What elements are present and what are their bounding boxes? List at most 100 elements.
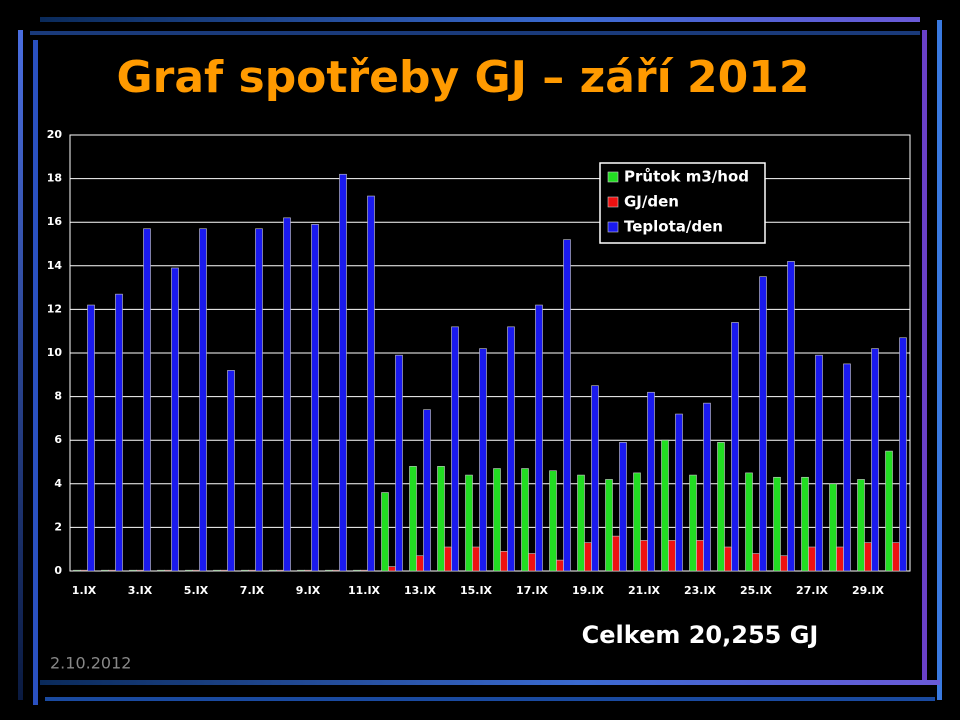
bar bbox=[752, 553, 760, 572]
bar bbox=[129, 569, 137, 572]
bar bbox=[808, 546, 816, 572]
bar bbox=[885, 450, 893, 572]
bar bbox=[801, 476, 809, 572]
bar bbox=[325, 569, 333, 572]
x-tick-label: 1.IX bbox=[72, 584, 97, 597]
bar bbox=[584, 542, 592, 572]
y-tick-label: 16 bbox=[47, 215, 63, 228]
x-tick-label: 9.IX bbox=[296, 584, 321, 597]
bar bbox=[612, 535, 620, 572]
y-tick-label: 0 bbox=[54, 564, 62, 577]
bar bbox=[297, 569, 305, 572]
legend-label: GJ/den bbox=[624, 193, 679, 211]
bar bbox=[332, 569, 340, 572]
bar bbox=[185, 569, 193, 572]
bar bbox=[423, 409, 431, 572]
x-tick-label: 27.IX bbox=[796, 584, 829, 597]
bar bbox=[724, 546, 732, 572]
bar bbox=[528, 553, 536, 572]
border bbox=[45, 697, 935, 701]
title-shadow: Graf spotřeby GJ – září 2012 bbox=[120, 43, 813, 94]
x-tick-label: 13.IX bbox=[404, 584, 437, 597]
bar bbox=[717, 442, 725, 572]
bar bbox=[241, 569, 249, 572]
total-note: Celkem 20,255 GJ bbox=[582, 621, 819, 649]
bar bbox=[472, 546, 480, 572]
x-tick-label: 19.IX bbox=[572, 584, 605, 597]
border bbox=[937, 20, 942, 700]
bar bbox=[619, 442, 627, 572]
bar bbox=[815, 354, 823, 572]
bar bbox=[283, 217, 291, 572]
y-tick-label: 18 bbox=[47, 172, 62, 185]
bar bbox=[339, 173, 347, 572]
bar bbox=[115, 293, 123, 572]
bar bbox=[451, 326, 459, 572]
bar bbox=[248, 569, 256, 572]
border bbox=[18, 30, 23, 700]
bar bbox=[143, 228, 151, 572]
x-tick-label: 17.IX bbox=[516, 584, 549, 597]
bar bbox=[73, 569, 81, 572]
bar bbox=[493, 468, 501, 572]
bar bbox=[108, 569, 116, 572]
legend-label: Průtok m3/hod bbox=[624, 168, 749, 186]
bar bbox=[556, 559, 564, 572]
bar bbox=[899, 337, 907, 572]
y-tick-label: 20 bbox=[47, 128, 63, 141]
bar bbox=[864, 542, 872, 572]
bar bbox=[360, 569, 368, 572]
bar bbox=[157, 569, 165, 572]
bar bbox=[192, 569, 200, 572]
bar bbox=[101, 569, 109, 572]
y-tick-label: 14 bbox=[47, 259, 63, 272]
date: 2.10.2012 bbox=[50, 654, 131, 673]
bar bbox=[661, 439, 669, 572]
bar bbox=[136, 569, 144, 572]
bar bbox=[199, 228, 207, 572]
bar bbox=[668, 540, 676, 572]
bar bbox=[759, 276, 767, 572]
bar bbox=[675, 413, 683, 572]
bar bbox=[591, 385, 599, 572]
bar bbox=[416, 555, 424, 572]
x-tick-label: 29.IX bbox=[852, 584, 885, 597]
border bbox=[40, 680, 940, 685]
bar bbox=[304, 569, 312, 572]
bar bbox=[605, 479, 613, 572]
bar bbox=[381, 492, 389, 572]
bar bbox=[353, 569, 361, 572]
x-tick-label: 5.IX bbox=[184, 584, 209, 597]
chart-title: Graf spotřeby GJ – září 2012 bbox=[117, 52, 810, 103]
border bbox=[33, 40, 38, 705]
bar bbox=[703, 402, 711, 572]
x-tick-label: 25.IX bbox=[740, 584, 773, 597]
bar bbox=[171, 267, 179, 572]
bar bbox=[276, 569, 284, 572]
bar bbox=[388, 566, 396, 572]
bar bbox=[689, 474, 697, 572]
border bbox=[922, 30, 927, 680]
y-tick-label: 4 bbox=[54, 477, 62, 490]
bar bbox=[507, 326, 515, 572]
bar bbox=[479, 348, 487, 572]
bar bbox=[563, 239, 571, 572]
bar bbox=[787, 261, 795, 572]
bar bbox=[409, 466, 417, 572]
bar bbox=[549, 470, 557, 572]
bar bbox=[311, 224, 319, 572]
bar bbox=[535, 304, 543, 572]
bar bbox=[577, 474, 585, 572]
y-tick-label: 2 bbox=[54, 520, 62, 533]
bar bbox=[633, 472, 641, 572]
y-tick-label: 12 bbox=[47, 302, 62, 315]
bar bbox=[521, 468, 529, 572]
legend-label: Teplota/den bbox=[624, 218, 723, 236]
bar bbox=[465, 474, 473, 572]
y-tick-label: 6 bbox=[54, 433, 62, 446]
x-tick-label: 7.IX bbox=[240, 584, 265, 597]
bar bbox=[696, 540, 704, 572]
y-tick-label: 8 bbox=[54, 390, 62, 403]
bar bbox=[731, 322, 739, 572]
